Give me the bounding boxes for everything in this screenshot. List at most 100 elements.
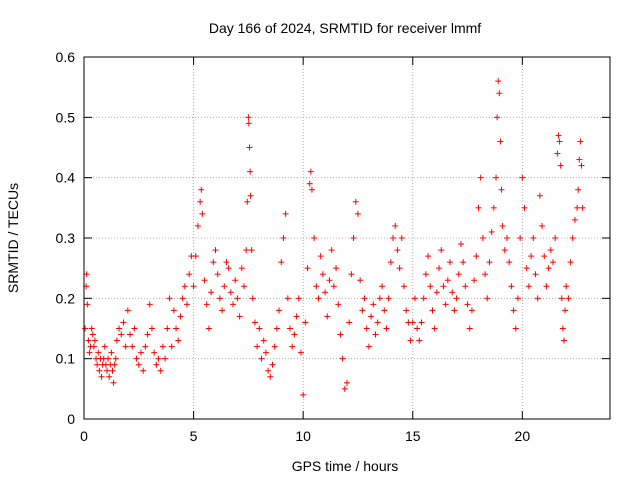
data-point [536, 192, 543, 199]
data-point [96, 367, 103, 374]
data-point [84, 301, 91, 308]
data-point [269, 361, 276, 368]
data-point [307, 168, 314, 175]
data-point [118, 331, 125, 338]
data-point [352, 198, 359, 205]
data-point [311, 235, 318, 241]
data-point [157, 367, 164, 374]
data-point [348, 271, 355, 278]
data-point [488, 228, 495, 235]
data-point [562, 307, 569, 314]
data-point [295, 295, 302, 302]
data-point [282, 210, 289, 217]
data-point [108, 349, 115, 356]
data-point [376, 295, 383, 302]
data-point [256, 325, 263, 332]
data-point [162, 355, 169, 362]
data-point [344, 379, 350, 386]
data-point [563, 283, 570, 290]
data-point [431, 325, 438, 332]
data-point [550, 259, 557, 266]
data-point [368, 313, 375, 320]
data-point [82, 325, 89, 332]
data-point [497, 138, 504, 145]
data-point [519, 174, 526, 181]
data-point [313, 283, 320, 290]
data-point [576, 156, 583, 163]
data-point [306, 180, 313, 187]
data-point [278, 259, 285, 266]
data-point [254, 343, 261, 350]
data-point [574, 204, 581, 211]
data-point [131, 325, 138, 332]
data-point [555, 132, 562, 139]
data-point [221, 283, 228, 290]
data-point [559, 325, 566, 332]
data-point [477, 174, 484, 181]
data-point [166, 295, 173, 302]
data-point [245, 114, 252, 121]
data-point [571, 216, 578, 223]
data-point [273, 325, 280, 332]
data-point [496, 90, 503, 97]
data-point [137, 349, 144, 356]
data-point [530, 235, 537, 241]
data-point [501, 247, 508, 254]
data-point [579, 204, 586, 211]
data-point [308, 186, 315, 193]
data-point [460, 259, 467, 266]
data-point [113, 337, 120, 344]
data-point [94, 361, 101, 368]
data-point [493, 174, 500, 181]
data-point [453, 295, 460, 302]
data-point [462, 283, 469, 290]
data-point [575, 186, 582, 193]
data-point [486, 259, 493, 266]
data-point [468, 307, 475, 314]
data-point [498, 186, 505, 193]
data-point [363, 325, 370, 332]
data-point [238, 265, 245, 272]
data-point [543, 283, 550, 290]
data-point [247, 168, 254, 175]
data-point [227, 289, 234, 296]
data-point [326, 277, 333, 284]
data-point [109, 367, 116, 374]
data-point [330, 283, 337, 290]
data-point [155, 355, 162, 362]
data-point [248, 247, 255, 254]
data-point [482, 271, 489, 278]
data-point [577, 138, 584, 145]
data-point [284, 295, 291, 302]
x-tick-label: 15 [405, 428, 421, 444]
data-point [466, 325, 473, 332]
data-point [409, 319, 416, 326]
data-point [390, 235, 397, 241]
data-point [105, 355, 112, 362]
data-point [260, 337, 267, 344]
data-point [407, 337, 414, 344]
data-point [135, 361, 142, 368]
data-point [177, 313, 184, 320]
data-point [523, 265, 530, 272]
data-point [291, 331, 298, 338]
data-point [179, 295, 186, 302]
data-point [339, 355, 346, 362]
data-point [216, 295, 223, 302]
data-point [578, 162, 585, 169]
data-point [287, 325, 294, 332]
data-point [192, 253, 199, 260]
data-point [499, 222, 506, 229]
y-tick-label: 0.1 [56, 351, 76, 367]
data-point [372, 331, 379, 338]
data-point [473, 253, 480, 260]
data-point [569, 235, 576, 241]
data-point [359, 307, 366, 314]
data-point [565, 295, 572, 302]
data-point [289, 343, 296, 350]
data-point [98, 373, 105, 380]
data-point [425, 253, 432, 260]
data-point [104, 367, 111, 374]
data-point [514, 295, 521, 302]
data-point [475, 204, 482, 211]
